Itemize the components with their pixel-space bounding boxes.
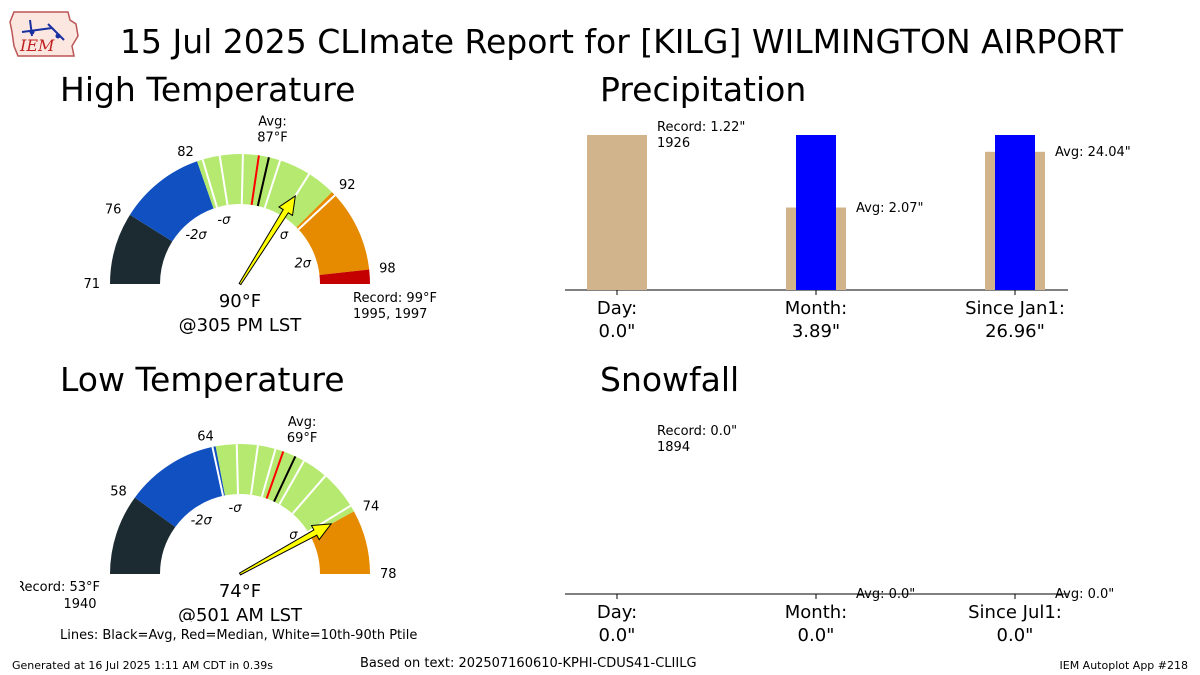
high-temperature-gauge: 71 76 82 92 98 -2σ -σ σ 2σ Avg:87°F 90°F @305 PM LS… xyxy=(83,115,437,336)
section-title-high: High Temperature xyxy=(60,70,356,109)
gauge-band-2 xyxy=(215,444,354,536)
section-title-precip: Precipitation xyxy=(600,70,807,109)
sigma-label: -σ xyxy=(217,213,231,228)
percentile-line xyxy=(240,154,244,205)
season-avg-annotation: Avg: 0.0" xyxy=(1055,587,1114,602)
avg-label: Avg: xyxy=(288,415,316,430)
category-label: Day: xyxy=(597,602,637,623)
page-title: 15 Jul 2025 CLImate Report for [KILG] WI… xyxy=(120,22,1123,61)
sigma-label: -2σ xyxy=(191,514,213,529)
percentile-line xyxy=(211,446,225,497)
observed-time-label: @501 AM LST xyxy=(178,605,303,622)
category-label: Day: xyxy=(597,298,637,319)
avg-label: Avg: xyxy=(258,115,286,130)
snowfall-chart: Day:0.0"Month:0.0"Since Jul1:0.0"Record:… xyxy=(565,424,1114,646)
avg-value-label: 69°F xyxy=(287,431,318,446)
gauge-band-2 xyxy=(197,154,332,228)
footer-generated: Generated at 16 Jul 2025 1:11 AM CDT in … xyxy=(12,659,273,672)
observed-bar xyxy=(995,135,1035,290)
sigma-label: -2σ xyxy=(185,228,207,243)
precipitation-chart: Day:0.0" Month:3.89" Since Jan1:26.96" Reco… xyxy=(565,120,1131,342)
record-year-annotation: 1894 xyxy=(657,440,690,455)
sigma-label: σ xyxy=(280,228,289,243)
observed-value-label: 90°F xyxy=(219,291,261,312)
footer-app: IEM Autoplot App #218 xyxy=(1059,659,1189,672)
category-label: Month: xyxy=(785,602,847,623)
tick-label: 82 xyxy=(177,145,194,160)
record-bar xyxy=(587,135,647,290)
percentile-line xyxy=(218,155,229,206)
sigma-label: 2σ xyxy=(295,257,312,272)
record-annotation: Record: 1.22" xyxy=(657,120,745,135)
legend-note: Lines: Black=Avg, Red=Median, White=10th… xyxy=(60,628,418,643)
average-line xyxy=(256,157,270,207)
logo-text: IEM xyxy=(19,36,55,55)
value-label: 0.0" xyxy=(599,625,636,646)
tick-label: 71 xyxy=(83,277,100,292)
sigma-label: σ xyxy=(289,528,298,543)
tick-label: 76 xyxy=(105,203,122,218)
section-title-snow: Snowfall xyxy=(600,360,740,399)
gauge-band-0 xyxy=(110,214,173,284)
category-label: Since Jan1: xyxy=(965,298,1065,319)
percentile-line xyxy=(201,159,218,208)
observed-bar xyxy=(796,135,836,290)
record-annotation: Record: 0.0" xyxy=(657,424,737,439)
value-arrow xyxy=(238,194,296,286)
average-line xyxy=(273,455,297,503)
tick-label: 74 xyxy=(363,500,380,515)
month-avg-annotation: Avg: 2.07" xyxy=(856,201,924,216)
value-label: 0.0" xyxy=(599,321,636,342)
median-line xyxy=(250,155,260,205)
tick-label: 98 xyxy=(379,261,396,276)
iem-logo-icon: IEM xyxy=(9,11,79,57)
record-label: Record: 99°F xyxy=(353,291,437,306)
observed-time-label: @305 PM LST xyxy=(179,315,303,336)
record-label: Record: 53°F xyxy=(20,580,100,595)
percentile-line xyxy=(291,475,327,515)
gauge-band-1 xyxy=(129,161,214,242)
section-title-low: Low Temperature xyxy=(60,360,345,399)
tick-label: 58 xyxy=(110,485,127,500)
tick-label: 64 xyxy=(197,429,214,444)
value-label: 26.96" xyxy=(985,321,1045,342)
record-year-annotation: 1926 xyxy=(657,136,690,151)
tick-label: 78 xyxy=(380,567,397,582)
value-label: 0.0" xyxy=(798,625,835,646)
percentile-line xyxy=(235,444,239,495)
low-temperature-gauge: 58 64 74 78 -2σ -σ σ Avg:69°F 74°F @501 AM LST Rec… xyxy=(20,415,397,622)
percentile-line xyxy=(297,194,336,231)
observed-value-label: 74°F xyxy=(219,581,261,602)
percentile-line xyxy=(260,448,277,498)
value-label: 0.0" xyxy=(997,625,1034,646)
percentile-line xyxy=(263,160,282,209)
gauge-band-3 xyxy=(310,511,370,574)
record-years-label: 1995, 1997 xyxy=(353,307,427,322)
value-label: 3.89" xyxy=(792,321,840,342)
record-years-label: 1940 xyxy=(63,597,96,612)
percentile-line xyxy=(278,460,305,505)
category-label: Since Jul1: xyxy=(968,602,1062,623)
category-label: Month: xyxy=(785,298,847,319)
footer-based-on: Based on text: 202507160610-KPHI-CDUS41-… xyxy=(360,656,697,671)
gauge-band-1 xyxy=(134,446,226,527)
value-arrow xyxy=(238,523,333,576)
percentile-line xyxy=(250,445,259,495)
tick-label: 92 xyxy=(339,178,356,193)
month-avg-annotation: Avg: 0.0" xyxy=(856,587,915,602)
gauge-band-0 xyxy=(110,497,176,574)
ytd-avg-annotation: Avg: 24.04" xyxy=(1055,145,1131,160)
gauge-band-4 xyxy=(319,269,370,284)
sigma-label: -σ xyxy=(229,501,243,516)
median-line xyxy=(265,451,285,499)
avg-value-label: 87°F xyxy=(257,131,288,146)
